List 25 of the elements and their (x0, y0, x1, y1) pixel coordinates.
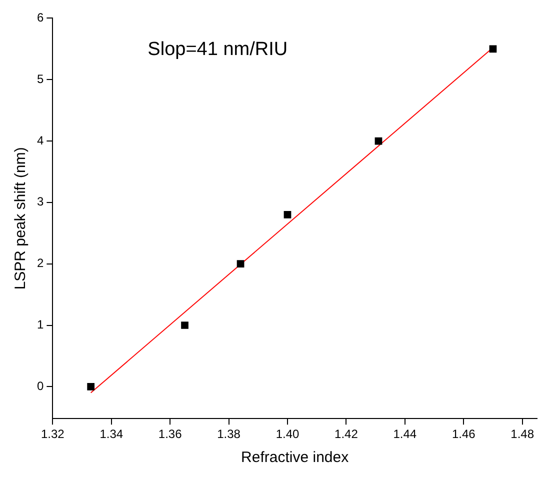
y-tick-label: 5 (36, 72, 44, 86)
y-tick-label: 0 (36, 378, 44, 393)
point (236, 260, 244, 268)
point (284, 211, 292, 218)
x-axis-title: Refractive index (241, 449, 350, 466)
point (374, 137, 382, 145)
y-axis-title: LSPR peak shift (nm) (12, 147, 30, 290)
y-tick-label: 1 (36, 318, 44, 332)
y-tick-label: 3 (36, 194, 44, 209)
point (489, 45, 497, 53)
x-tick-label: 1.36 (158, 427, 182, 442)
point (181, 322, 188, 329)
annotation: Slop=41 nm/RIU (148, 38, 288, 60)
x-tick-label: 1.38 (217, 427, 241, 442)
x-tick-label: 1.42 (334, 427, 358, 442)
x-tick-label: 1.44 (393, 427, 417, 442)
y-tick-label: 2 (36, 256, 44, 270)
x-tick-label: 1.48 (510, 427, 534, 442)
x-tick-label: 1.34 (100, 427, 124, 442)
y-tick-label: 4 (36, 133, 44, 148)
y-tick-label: 6 (36, 10, 44, 25)
x-tick-label: 1.32 (40, 427, 65, 442)
x-tick-label: 1.46 (452, 427, 476, 442)
x-tick-label: 1.40 (276, 427, 300, 442)
point (87, 382, 95, 390)
